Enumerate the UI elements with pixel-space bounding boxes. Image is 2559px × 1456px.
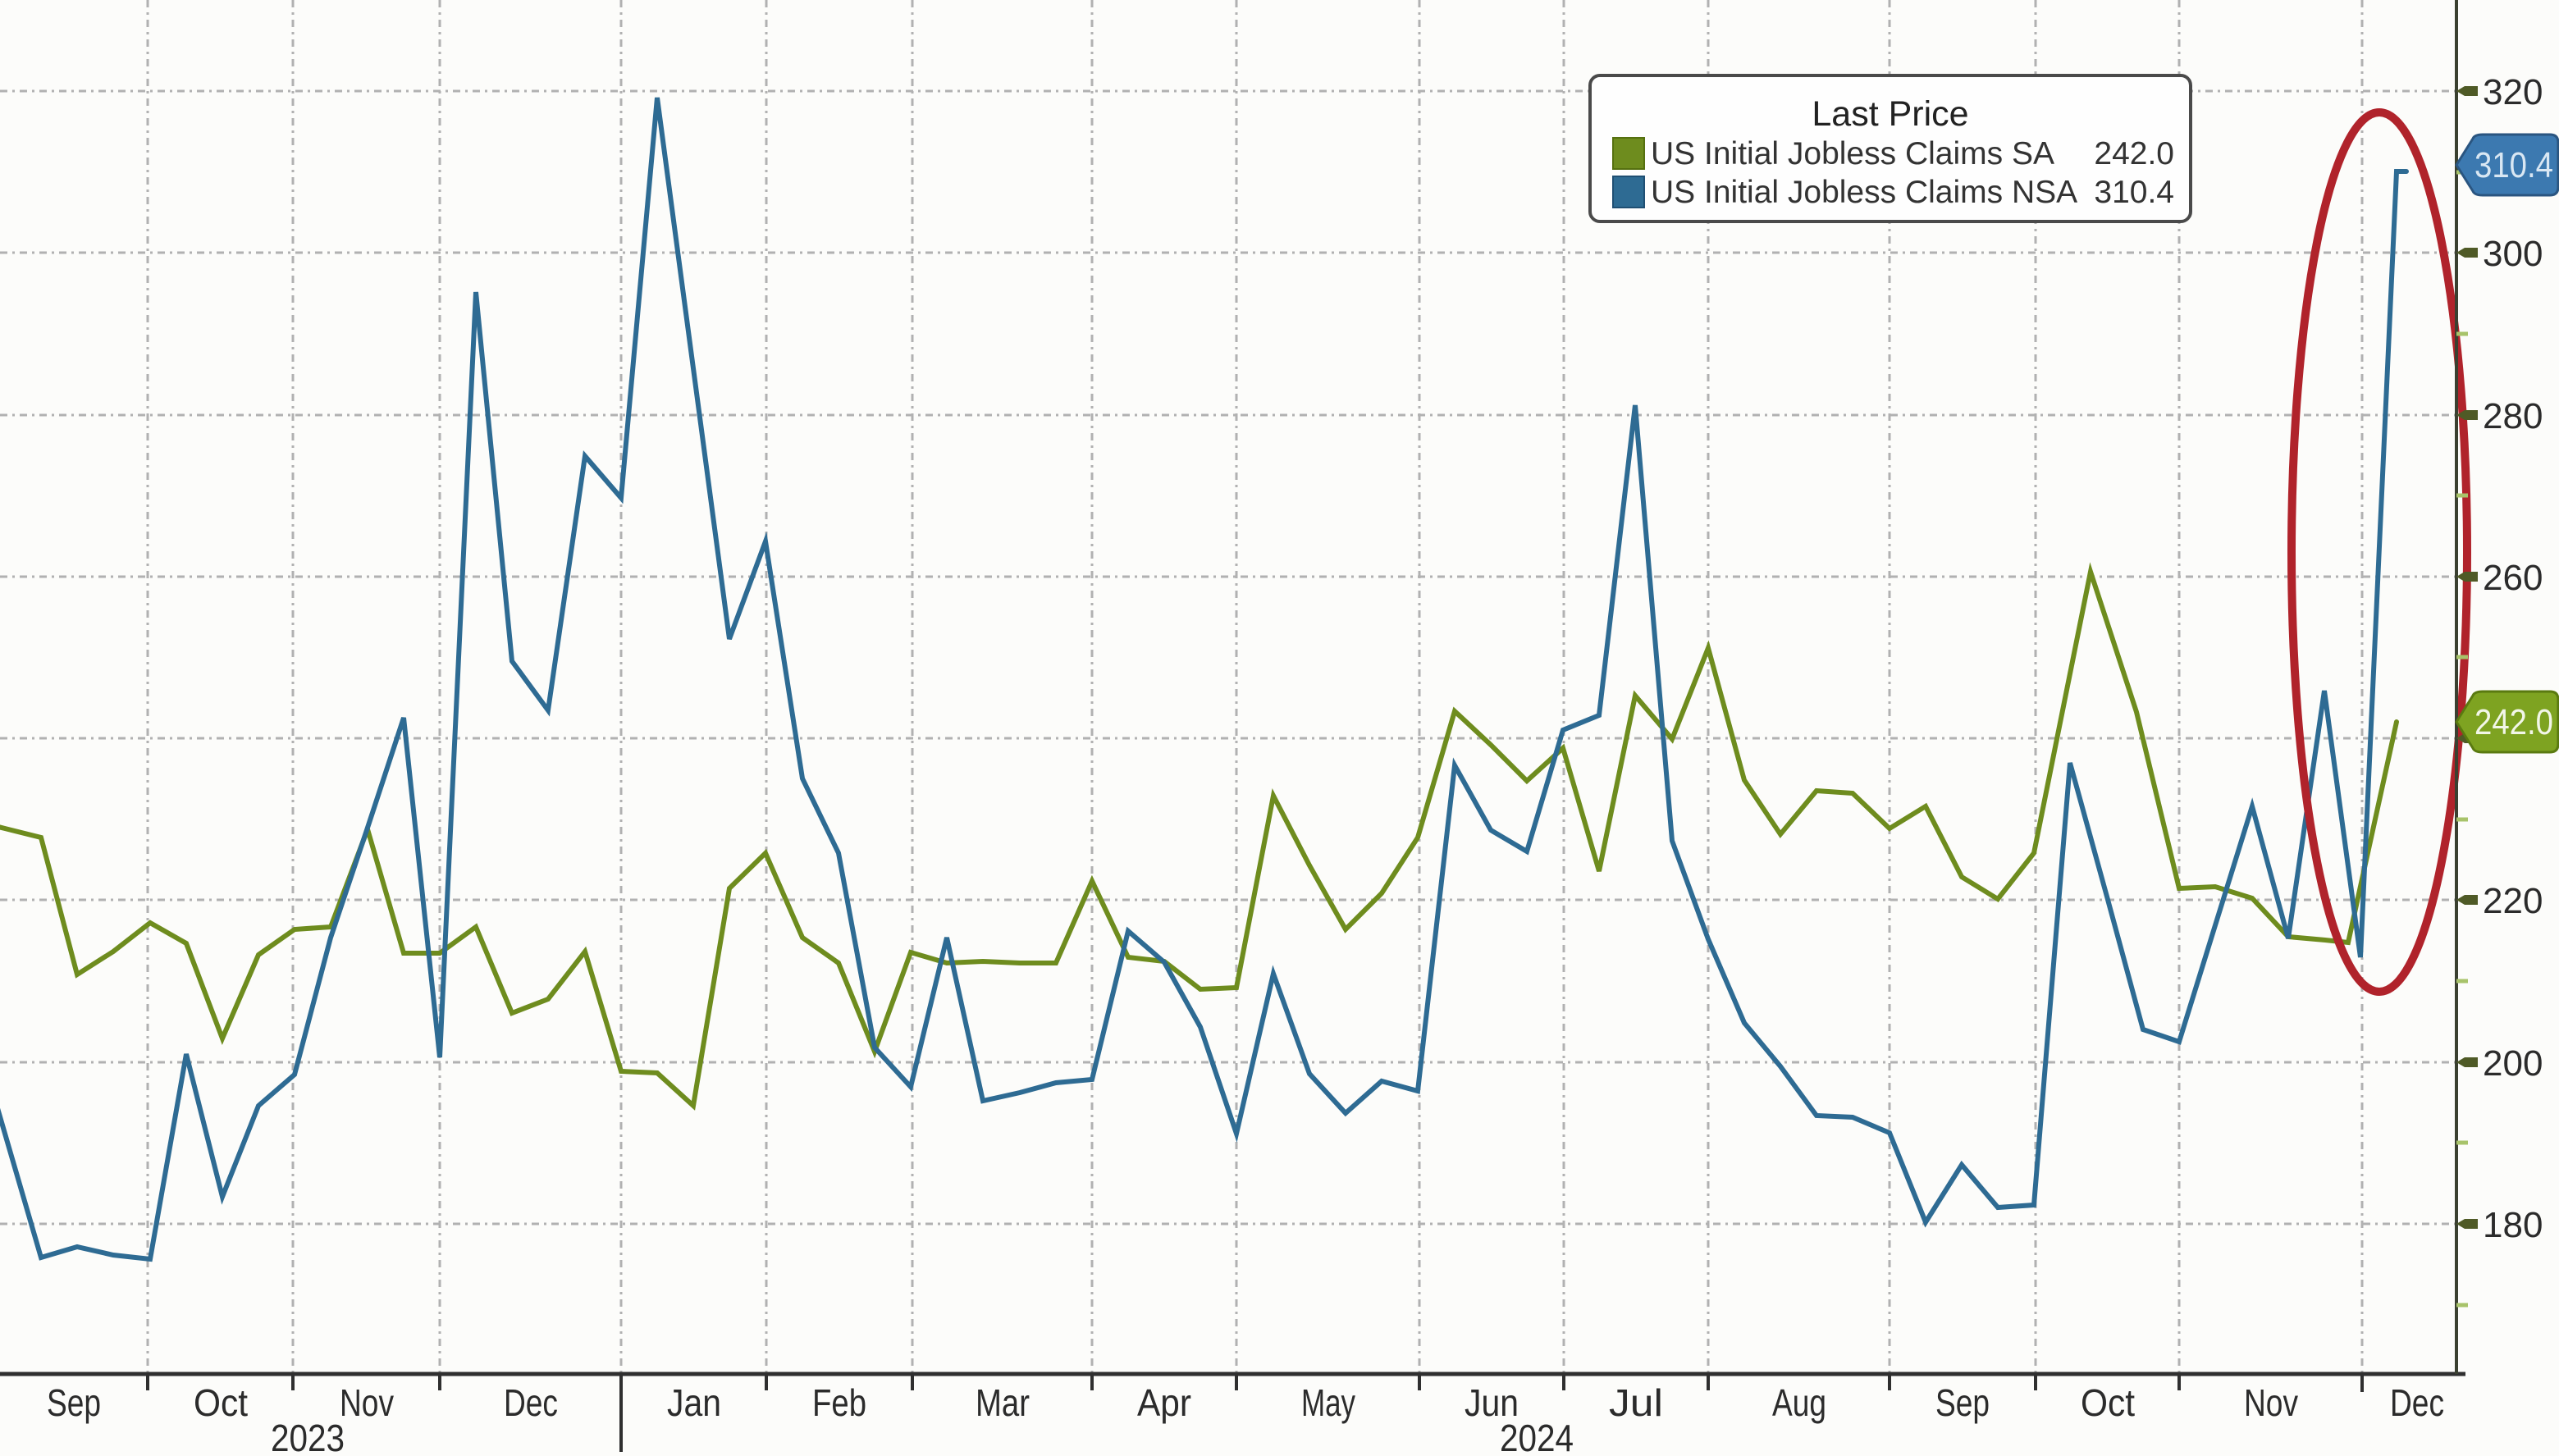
svg-text:Jul: Jul <box>1609 1381 1663 1424</box>
svg-text:242.0: 242.0 <box>2474 702 2553 742</box>
svg-text:Mar: Mar <box>976 1381 1030 1424</box>
svg-text:310.4: 310.4 <box>2474 145 2553 185</box>
svg-text:May: May <box>1301 1381 1355 1424</box>
svg-text:Feb: Feb <box>812 1381 866 1424</box>
svg-text:Jun: Jun <box>1465 1381 1519 1424</box>
svg-text:Aug: Aug <box>1772 1381 1826 1424</box>
svg-text:280: 280 <box>2483 396 2543 436</box>
svg-text:300: 300 <box>2483 234 2543 274</box>
svg-text:Nov: Nov <box>2244 1381 2298 1424</box>
svg-text:2024: 2024 <box>1500 1417 1574 1456</box>
svg-text:Dec: Dec <box>2390 1381 2444 1424</box>
svg-text:242.0: 242.0 <box>2094 136 2174 171</box>
svg-text:Sep: Sep <box>1935 1381 1990 1424</box>
svg-text:Last Price: Last Price <box>1812 94 1968 134</box>
svg-text:200: 200 <box>2483 1043 2543 1084</box>
svg-text:2023: 2023 <box>271 1417 345 1456</box>
svg-text:Jan: Jan <box>667 1381 721 1424</box>
svg-text:220: 220 <box>2483 881 2543 921</box>
svg-text:US Initial Jobless Claims NSA: US Initial Jobless Claims NSA <box>1651 175 2077 210</box>
svg-text:Oct: Oct <box>194 1381 248 1424</box>
svg-text:US Initial Jobless Claims SA: US Initial Jobless Claims SA <box>1651 136 2054 171</box>
svg-text:260: 260 <box>2483 558 2543 598</box>
svg-text:Nov: Nov <box>340 1381 394 1424</box>
svg-text:Dec: Dec <box>504 1381 558 1424</box>
svg-text:310.4: 310.4 <box>2094 175 2174 210</box>
svg-text:Apr: Apr <box>1137 1381 1191 1424</box>
svg-text:Oct: Oct <box>2081 1381 2135 1424</box>
svg-text:Sep: Sep <box>47 1381 101 1424</box>
svg-text:180: 180 <box>2483 1205 2543 1245</box>
svg-text:320: 320 <box>2483 72 2543 112</box>
